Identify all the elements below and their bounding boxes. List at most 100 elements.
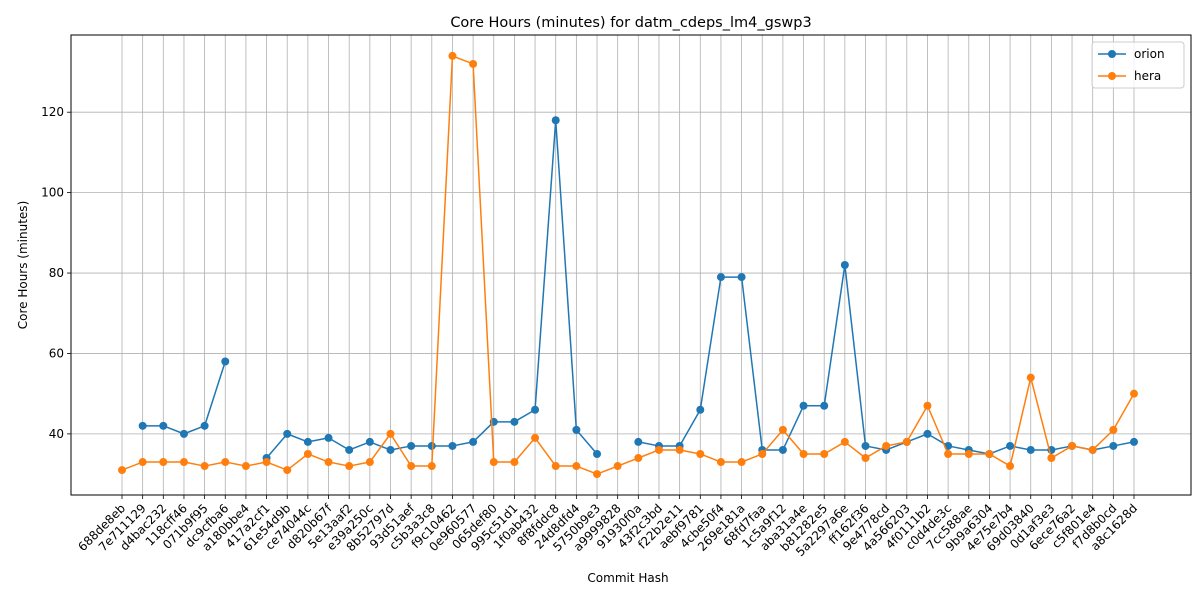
data-point-hera [1130,389,1138,398]
data-point-hera [613,462,622,471]
data-point-orion [572,425,581,434]
data-point-orion [510,417,519,426]
data-point-hera [448,51,457,60]
data-point-hera [758,449,767,458]
data-point-orion [448,441,457,450]
data-point-hera [283,466,292,475]
data-point-orion [179,429,188,438]
y-tick-label: 120 [41,105,64,119]
data-point-hera [489,458,498,467]
data-point-hera [303,449,312,458]
x-axis-label: Commit Hash [587,571,668,585]
data-point-hera [1047,454,1056,463]
data-point-orion [634,437,643,446]
data-point-hera [820,449,829,458]
data-point-hera [654,445,663,454]
data-point-hera [469,59,478,68]
data-point-orion [1006,441,1015,450]
y-tick-label: 100 [41,186,64,200]
y-axis-ticks: 40 60 80 100 120 [41,105,71,441]
data-point-hera [531,433,540,442]
data-point-orion [861,441,870,450]
data-point-hera [716,458,725,467]
plot-frame [70,34,1192,496]
data-point-orion [365,437,374,446]
data-point-hera [944,449,953,458]
series-lines [118,51,1138,479]
data-point-hera [572,462,581,471]
data-point-orion [737,273,746,282]
data-point-hera [138,458,147,467]
data-point-orion [345,445,354,454]
legend-marker-hera [1108,72,1116,80]
y-tick-label: 80 [49,266,64,280]
data-point-hera [696,449,705,458]
data-point-orion [427,441,436,450]
y-tick-label: 40 [49,427,64,441]
data-point-orion [283,429,292,438]
y-tick-label: 60 [49,346,64,360]
data-point-hera [262,458,271,467]
data-point-orion [138,421,147,430]
data-point-orion [923,429,932,438]
data-point-hera [799,449,808,458]
data-point-hera [427,462,436,471]
data-point-hera [840,437,849,446]
data-point-orion [407,441,416,450]
legend-label-hera: hera [1134,69,1161,83]
data-point-hera [985,449,994,458]
data-point-hera [551,462,560,471]
data-point-orion [386,445,395,454]
data-point-orion [1130,437,1138,446]
data-point-hera [241,462,250,471]
data-point-hera [510,458,519,467]
data-point-hera [964,449,973,458]
data-point-hera [737,458,746,467]
data-point-orion [820,401,829,410]
data-point-orion [221,357,230,366]
data-point-hera [179,458,188,467]
legend-label-orion: orion [1134,47,1165,61]
y-axis-label: Core Hours (minutes) [16,201,30,330]
data-point-orion [716,273,725,282]
data-point-orion [1026,445,1035,454]
data-point-orion [778,445,787,454]
data-point-hera [365,458,374,467]
data-point-orion [593,449,602,458]
data-point-hera [345,462,354,471]
legend: orion hera [1091,41,1185,89]
data-point-orion [799,401,808,410]
chart-title: Core Hours (minutes) for datm_cdeps_lm4_… [450,15,811,31]
data-point-hera [407,462,416,471]
data-point-orion [303,437,312,446]
data-point-hera [634,454,643,463]
data-point-hera [200,462,209,471]
data-point-hera [882,441,891,450]
data-point-hera [159,458,168,467]
data-point-hera [1026,373,1035,382]
data-point-hera [386,429,395,438]
data-point-orion [469,437,478,446]
data-point-orion [840,261,849,269]
data-point-hera [778,425,787,434]
data-point-orion [159,421,168,430]
data-point-hera [1006,462,1015,471]
data-point-hera [861,454,870,463]
data-point-orion [531,405,540,414]
data-point-orion [696,405,705,414]
data-point-hera [1109,425,1118,434]
data-point-hera [1068,441,1077,450]
legend-marker-orion [1108,50,1116,58]
data-point-hera [221,458,230,467]
data-point-hera [118,466,126,475]
data-point-orion [551,116,560,125]
data-point-hera [1088,445,1097,454]
data-point-hera [675,445,684,454]
data-point-hera [324,458,333,467]
data-point-hera [593,470,602,479]
data-point-hera [923,401,932,410]
data-point-orion [200,421,209,430]
data-point-hera [902,437,911,446]
